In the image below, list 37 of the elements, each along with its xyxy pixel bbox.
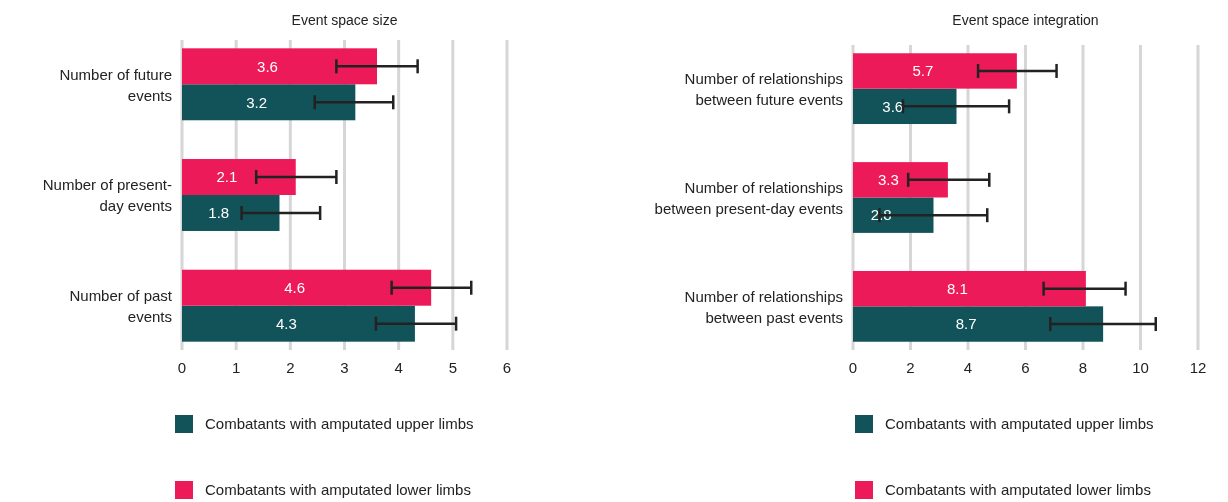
data-label: 4.6: [284, 278, 306, 296]
x-tick-label: 12: [1189, 359, 1207, 376]
x-tick-label: 4: [394, 359, 403, 376]
y-tick-label: Number of present- day events: [42, 176, 172, 215]
legend-label: Combatants with amputated upper limbs: [885, 415, 1154, 433]
x-tick-label: 10: [1132, 359, 1149, 376]
x-tick-label: 0: [177, 359, 187, 376]
x-tick-label: 8: [1078, 359, 1088, 376]
x-tick-label: 2: [286, 359, 295, 376]
data-label: 4.3: [276, 314, 297, 332]
legend-label: Combatants with amputated lower limbs: [205, 481, 471, 499]
chart-title: Event space integration: [952, 12, 1099, 28]
data-label: 8.1: [947, 279, 968, 297]
data-label: 8.7: [955, 315, 977, 333]
y-tick-label: Number of past events: [69, 286, 173, 325]
data-label: 1.8: [208, 204, 230, 222]
x-tick-label: 6: [1021, 359, 1030, 376]
data-label: 3.3: [878, 171, 899, 189]
legend-label: Combatants with amputated upper limbs: [205, 415, 474, 433]
chart-title: Event space size: [291, 12, 398, 28]
x-tick-label: 5: [448, 359, 458, 376]
x-tick-label: 3: [340, 359, 349, 376]
x-tick-label: 4: [963, 359, 973, 376]
y-tick-label: Number of relationships between present-day events: [654, 178, 843, 217]
x-tick-label: 2: [906, 359, 915, 376]
data-label: 3.6: [882, 97, 904, 115]
x-tick-label: 1: [231, 359, 241, 376]
x-tick-label: 0: [848, 359, 858, 376]
y-tick-label: Number of future events: [59, 65, 172, 104]
data-label: 3.2: [246, 93, 268, 111]
data-label: 3.6: [257, 57, 278, 75]
data-label: 2.1: [216, 168, 238, 186]
y-tick-label: Number of relationships between future events: [684, 69, 843, 108]
y-tick-label: Number of relationships between past events: [684, 287, 843, 326]
x-tick-label: 6: [502, 359, 512, 376]
data-label: 5.7: [912, 62, 934, 80]
legend-label: Combatants with amputated lower limbs: [885, 481, 1151, 499]
